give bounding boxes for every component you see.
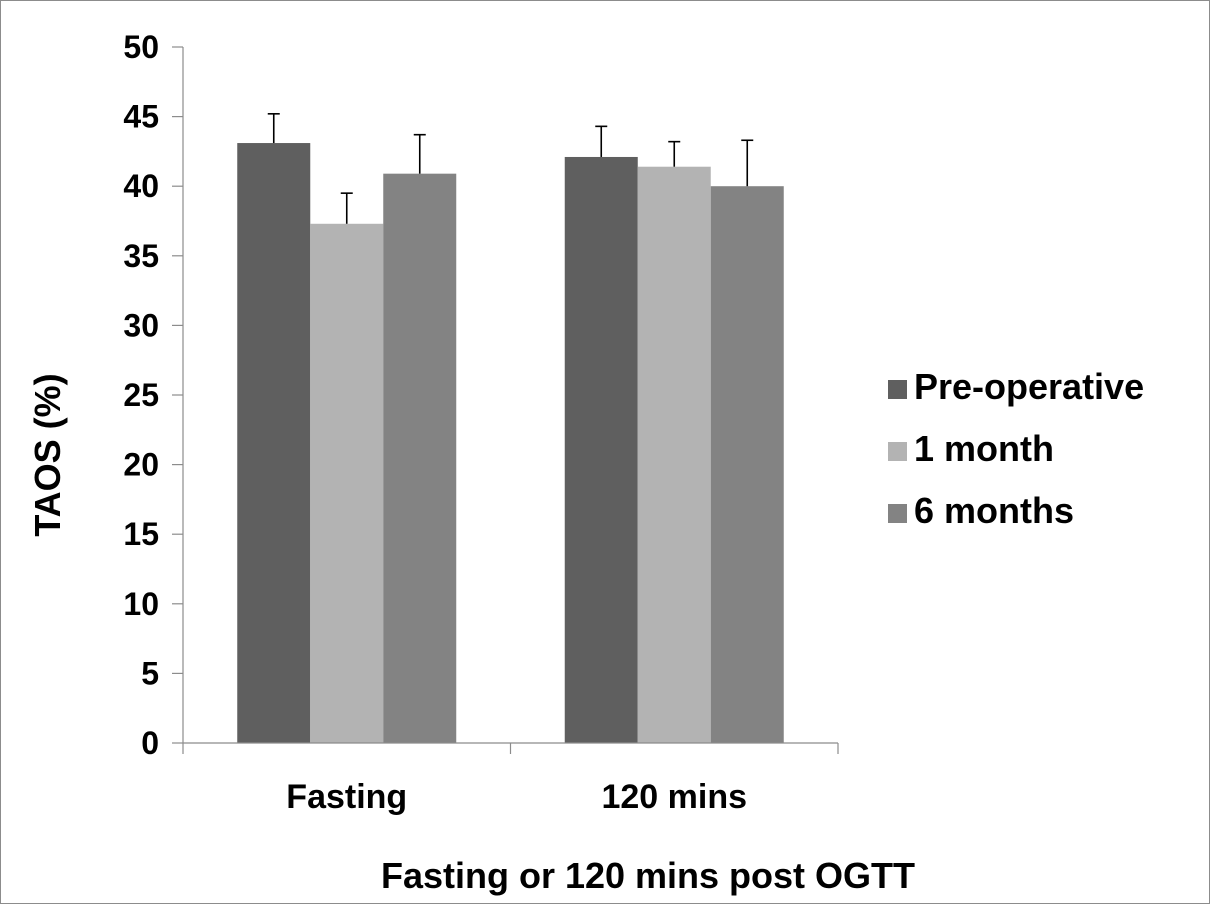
bar	[310, 223, 384, 743]
error-bar	[741, 139, 754, 187]
legend-item: Pre-operative	[888, 366, 1144, 407]
axes	[182, 47, 839, 754]
bar	[637, 166, 711, 743]
y-axis-title: TAOS (%)	[27, 373, 68, 536]
bar	[710, 186, 784, 743]
y-axis-ticks: 0 5 10 15 20 25 30 35 40 45 50	[123, 29, 183, 761]
error-bar	[267, 113, 280, 144]
legend-swatch	[888, 380, 907, 399]
legend-item: 1 month	[888, 428, 1054, 469]
x-category-label: Fasting	[286, 778, 407, 816]
error-bar	[595, 125, 608, 157]
y-tick-label: 10	[123, 586, 159, 622]
bar	[237, 143, 311, 744]
y-tick-label: 40	[123, 168, 159, 204]
error-bar	[340, 192, 353, 224]
x-axis-title: Fasting or 120 mins post OGTT	[381, 855, 915, 896]
bar-group	[237, 143, 784, 744]
y-tick-label: 20	[123, 447, 159, 483]
legend-label: 1 month	[914, 428, 1054, 469]
legend-item: 6 months	[888, 490, 1074, 531]
y-tick-label: 5	[141, 655, 159, 691]
y-tick-label: 30	[123, 307, 159, 343]
legend-label: 6 months	[914, 490, 1074, 531]
y-tick-label: 0	[141, 725, 159, 761]
y-tick-label: 15	[123, 516, 159, 552]
legend: Pre-operative 1 month 6 months	[888, 366, 1144, 531]
x-axis-categories: Fasting 120 mins	[286, 778, 747, 816]
y-tick-label: 45	[123, 99, 159, 135]
bar	[383, 173, 457, 743]
error-bar	[413, 133, 426, 174]
bar	[564, 156, 638, 743]
y-tick-label: 35	[123, 238, 159, 274]
x-category-label: 120 mins	[601, 778, 747, 816]
error-bar-group	[267, 113, 754, 224]
y-tick-label: 25	[123, 377, 159, 413]
legend-swatch	[888, 504, 907, 523]
error-bar	[668, 140, 681, 167]
y-tick-label: 50	[123, 29, 159, 65]
legend-label: Pre-operative	[914, 366, 1144, 407]
legend-swatch	[888, 442, 907, 461]
